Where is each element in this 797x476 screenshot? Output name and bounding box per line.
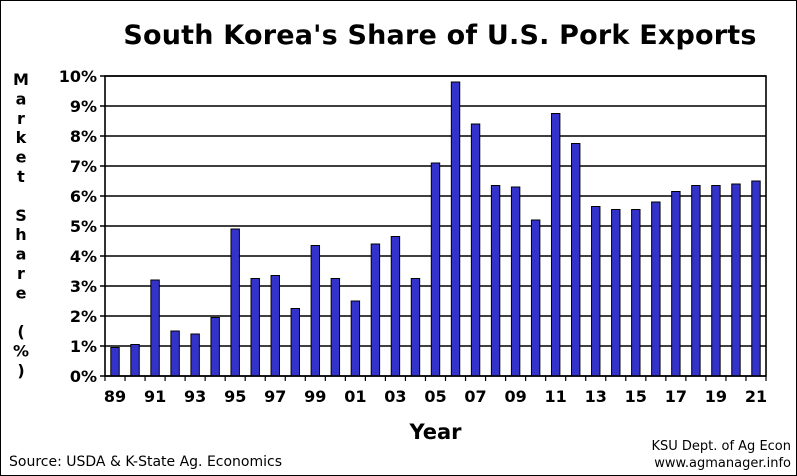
y-tick-label: 2% xyxy=(70,307,97,326)
bar xyxy=(150,279,160,377)
y-tick-label: 4% xyxy=(70,247,97,266)
bar xyxy=(470,123,481,377)
bar xyxy=(691,185,701,377)
bar xyxy=(230,228,240,377)
x-tick-label: 17 xyxy=(665,387,687,406)
y-tick-label: 8% xyxy=(70,127,97,146)
bar xyxy=(611,209,621,377)
bar xyxy=(751,180,761,377)
bar xyxy=(350,300,361,377)
bar xyxy=(310,245,321,377)
x-tick-label: 11 xyxy=(545,387,567,406)
bar xyxy=(571,143,581,377)
chart-title: South Korea's Share of U.S. Pork Exports xyxy=(123,20,757,51)
y-tick-label: 10% xyxy=(59,67,97,86)
x-tick-label: 97 xyxy=(264,387,286,406)
bar xyxy=(330,278,341,377)
bar xyxy=(591,206,601,377)
x-tick-label: 01 xyxy=(344,387,366,406)
y-tick-label: 6% xyxy=(70,187,97,206)
bar xyxy=(410,278,421,377)
x-tick-label: 03 xyxy=(384,387,406,406)
x-axis-title: Year xyxy=(408,420,462,444)
bar xyxy=(210,317,220,377)
y-tick-label: 0% xyxy=(70,367,97,386)
plot-border xyxy=(104,75,767,377)
credit-line-1: KSU Dept. of Ag Econ xyxy=(651,439,791,454)
x-tick-label: 07 xyxy=(464,387,486,406)
x-tick-label: 05 xyxy=(424,387,446,406)
x-tick-label: 13 xyxy=(585,387,607,406)
bar xyxy=(450,81,461,377)
bar xyxy=(510,186,521,377)
credit-block: KSU Dept. of Ag Econ www.agmanager.info xyxy=(651,438,791,472)
bar xyxy=(711,185,721,377)
bar xyxy=(290,308,300,377)
bar xyxy=(631,209,641,377)
bar xyxy=(250,278,260,377)
bar xyxy=(731,183,741,377)
bar xyxy=(430,162,441,377)
source-note: Source: USDA & K-State Ag. Economics xyxy=(9,454,283,470)
bar xyxy=(270,275,280,377)
bar xyxy=(671,191,681,377)
x-tick-label: 09 xyxy=(504,387,526,406)
bar xyxy=(490,185,501,377)
y-tick-label: 3% xyxy=(70,277,97,296)
x-tick-label: 15 xyxy=(625,387,647,406)
x-tick-label: 19 xyxy=(705,387,727,406)
bar xyxy=(390,236,401,377)
bar xyxy=(110,347,120,377)
x-tick-label: 21 xyxy=(745,387,767,406)
bar xyxy=(130,344,140,377)
x-tick-label: 93 xyxy=(184,387,206,406)
x-tick-label: 91 xyxy=(144,387,166,406)
y-tick-label: 9% xyxy=(70,97,97,116)
bar xyxy=(190,333,200,377)
x-tick-label: 99 xyxy=(304,387,326,406)
y-tick-label: 5% xyxy=(70,217,97,236)
bar xyxy=(550,113,561,377)
y-tick-label: 1% xyxy=(70,337,97,356)
bar xyxy=(370,243,381,377)
y-tick-label: 7% xyxy=(70,157,97,176)
bar xyxy=(651,201,661,377)
x-tick-label: 89 xyxy=(104,387,126,406)
credit-line-2: www.agmanager.info xyxy=(654,456,791,471)
bar xyxy=(530,219,541,377)
bar xyxy=(170,330,180,377)
x-tick-label: 95 xyxy=(224,387,246,406)
